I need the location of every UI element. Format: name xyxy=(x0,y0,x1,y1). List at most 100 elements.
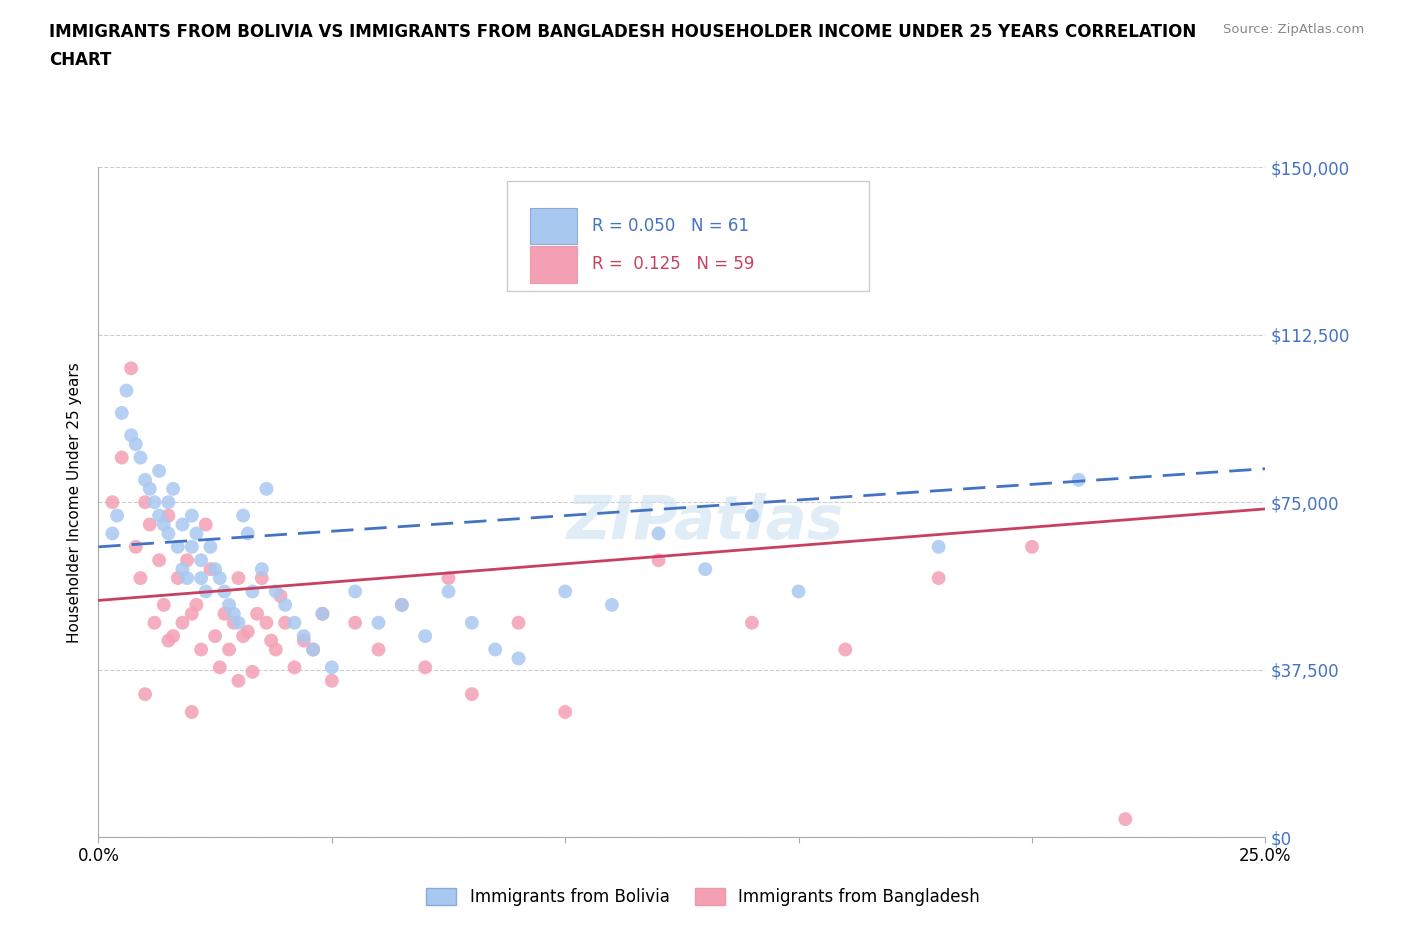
Point xyxy=(214,606,236,621)
Point xyxy=(129,571,152,586)
Point xyxy=(208,660,231,675)
Point xyxy=(256,616,278,631)
Point xyxy=(190,571,212,586)
Point xyxy=(834,642,856,657)
Point xyxy=(391,597,413,612)
Point xyxy=(928,571,950,586)
Point xyxy=(264,584,287,599)
Legend: Immigrants from Bolivia, Immigrants from Bangladesh: Immigrants from Bolivia, Immigrants from… xyxy=(419,881,987,912)
Point xyxy=(222,616,245,631)
Point xyxy=(256,482,278,497)
Point xyxy=(292,629,315,644)
Text: R =  0.125   N = 59: R = 0.125 N = 59 xyxy=(592,255,755,272)
Point xyxy=(647,552,669,567)
Point xyxy=(222,606,245,621)
Point xyxy=(311,606,333,621)
Point xyxy=(157,633,180,648)
Point xyxy=(139,482,162,497)
Point xyxy=(162,629,184,644)
Point xyxy=(437,571,460,586)
Point xyxy=(200,562,222,577)
Point xyxy=(166,571,188,586)
Point xyxy=(152,597,174,612)
Point xyxy=(367,616,389,631)
Point xyxy=(180,508,202,523)
Point xyxy=(232,508,254,523)
Point xyxy=(283,616,305,631)
Point xyxy=(508,616,530,631)
Point xyxy=(344,616,367,631)
Point xyxy=(134,686,156,701)
Point xyxy=(208,571,231,586)
Point xyxy=(214,584,236,599)
Point xyxy=(228,673,250,688)
Point xyxy=(129,450,152,465)
Point xyxy=(172,616,194,631)
Point xyxy=(134,495,156,510)
Point xyxy=(139,517,162,532)
Point xyxy=(115,383,138,398)
FancyBboxPatch shape xyxy=(506,180,869,291)
Point xyxy=(200,539,222,554)
Point xyxy=(1021,539,1043,554)
Point xyxy=(176,552,198,567)
Point xyxy=(134,472,156,487)
Point xyxy=(508,651,530,666)
Point xyxy=(143,616,166,631)
Text: R = 0.050   N = 61: R = 0.050 N = 61 xyxy=(592,217,749,234)
Point xyxy=(413,629,436,644)
Point xyxy=(194,584,217,599)
Point xyxy=(311,606,333,621)
Point xyxy=(554,705,576,720)
Point xyxy=(148,463,170,478)
Point xyxy=(157,526,180,541)
Point xyxy=(647,526,669,541)
Point xyxy=(172,517,194,532)
Point xyxy=(228,571,250,586)
Point xyxy=(269,589,291,604)
Point xyxy=(391,597,413,612)
Point xyxy=(246,606,269,621)
Text: ZIPatlas: ZIPatlas xyxy=(567,493,844,551)
Point xyxy=(152,517,174,532)
Y-axis label: Householder Income Under 25 years: Householder Income Under 25 years xyxy=(67,362,83,643)
Text: Source: ZipAtlas.com: Source: ZipAtlas.com xyxy=(1223,23,1364,36)
Point xyxy=(292,633,315,648)
Point xyxy=(180,539,202,554)
Point xyxy=(180,705,202,720)
Point xyxy=(1067,472,1090,487)
Point xyxy=(787,584,810,599)
Point xyxy=(125,437,148,452)
Point xyxy=(162,482,184,497)
Point xyxy=(148,508,170,523)
Point xyxy=(321,660,343,675)
Point xyxy=(274,616,297,631)
Point xyxy=(172,562,194,577)
Point xyxy=(344,584,367,599)
Point xyxy=(218,597,240,612)
Point xyxy=(250,571,273,586)
Point xyxy=(176,571,198,586)
Point xyxy=(367,642,389,657)
Point xyxy=(204,562,226,577)
Point xyxy=(242,664,264,679)
Point xyxy=(461,616,484,631)
Point xyxy=(218,642,240,657)
Point xyxy=(928,539,950,554)
Point xyxy=(413,660,436,675)
Point xyxy=(204,629,226,644)
Point xyxy=(111,450,134,465)
Point xyxy=(143,495,166,510)
Point xyxy=(264,642,287,657)
Point xyxy=(148,552,170,567)
Point xyxy=(180,606,202,621)
Point xyxy=(120,361,142,376)
Point xyxy=(274,597,297,612)
Point xyxy=(741,616,763,631)
Point xyxy=(461,686,484,701)
Point xyxy=(283,660,305,675)
Point xyxy=(321,673,343,688)
Point xyxy=(437,584,460,599)
Point xyxy=(236,526,259,541)
Point xyxy=(190,642,212,657)
